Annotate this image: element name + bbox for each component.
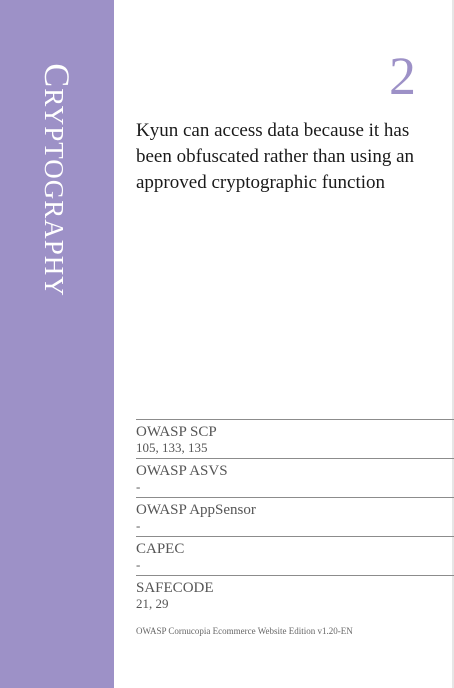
mapping-value: - xyxy=(136,557,141,572)
suit-title: CRYPTOGRAPHY xyxy=(36,63,78,297)
mapping-safecode: SAFECODE 21, 29 xyxy=(136,575,454,611)
mapping-value: - xyxy=(136,518,141,533)
mapping-value: - xyxy=(136,479,141,494)
threat-description: Kyun can access data because it has been… xyxy=(136,120,415,193)
mapping-label: OWASP SCP xyxy=(136,424,217,440)
card-edge xyxy=(452,0,454,688)
card-number: 2 xyxy=(389,46,416,106)
mapping-capec: CAPEC - xyxy=(136,536,454,572)
mapping-label: CAPEC xyxy=(136,541,185,557)
mapping-owasp-scp: OWASP SCP 105, 133, 135 xyxy=(136,419,454,455)
mapping-label: OWASP AppSensor xyxy=(136,502,256,518)
edition-footer: OWASP Cornucopia Ecommerce Website Editi… xyxy=(136,626,353,636)
mapping-label-smallcaps: ODE xyxy=(182,580,214,596)
mapping-value: 105, 133, 135 xyxy=(136,440,208,455)
mapping-value: 21, 29 xyxy=(136,596,169,611)
suit-band: CRYPTOGRAPHY xyxy=(0,0,114,688)
mapping-list: OWASP SCP 105, 133, 135 OWASP ASVS - OWA… xyxy=(136,419,454,611)
mapping-label: SAFECODE xyxy=(136,580,454,597)
mapping-label: OWASP ASVS xyxy=(136,463,228,479)
mapping-owasp-asvs: OWASP ASVS - xyxy=(136,458,454,494)
suit-title-rest: RYPTOGRAPHY xyxy=(39,88,69,297)
mapping-owasp-appsensor: OWASP AppSensor - xyxy=(136,497,454,533)
suit-title-initial: C xyxy=(37,63,77,89)
mapping-label-prefix: SAFEC xyxy=(136,580,183,596)
